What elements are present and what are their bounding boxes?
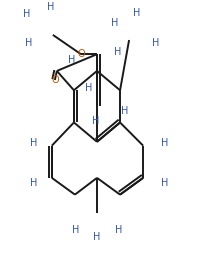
Text: H: H xyxy=(30,138,38,148)
Text: H: H xyxy=(92,116,99,126)
Text: H: H xyxy=(161,138,168,148)
Text: H: H xyxy=(115,225,123,235)
Text: H: H xyxy=(134,8,141,18)
Text: H: H xyxy=(47,2,55,11)
Text: H: H xyxy=(30,177,38,187)
Text: O: O xyxy=(51,75,59,85)
Text: O: O xyxy=(77,49,85,59)
Text: H: H xyxy=(23,9,31,19)
Text: H: H xyxy=(121,106,128,116)
Text: H: H xyxy=(25,38,33,48)
Text: H: H xyxy=(114,47,122,57)
Text: H: H xyxy=(153,38,160,48)
Text: H: H xyxy=(72,225,80,235)
Text: H: H xyxy=(85,83,93,93)
Text: H: H xyxy=(161,177,168,187)
Text: H: H xyxy=(111,18,119,28)
Text: H: H xyxy=(68,55,76,65)
Text: H: H xyxy=(93,232,101,242)
